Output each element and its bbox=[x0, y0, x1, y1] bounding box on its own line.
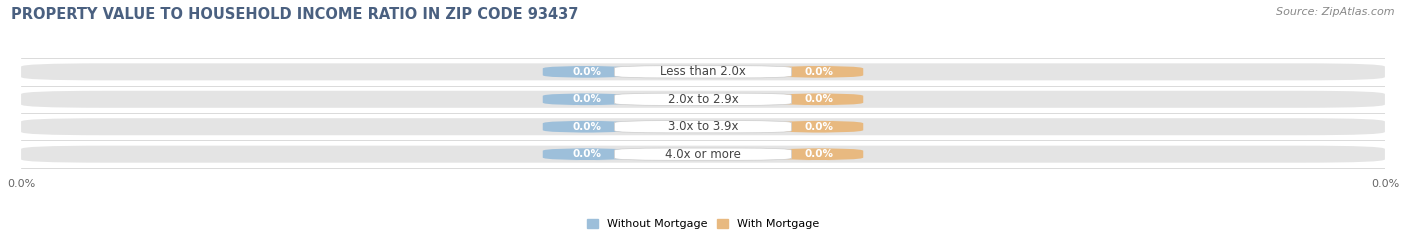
Text: 2.0x to 2.9x: 2.0x to 2.9x bbox=[668, 93, 738, 106]
FancyBboxPatch shape bbox=[614, 93, 792, 105]
Text: 0.0%: 0.0% bbox=[804, 122, 834, 132]
FancyBboxPatch shape bbox=[543, 66, 631, 78]
FancyBboxPatch shape bbox=[775, 148, 863, 160]
FancyBboxPatch shape bbox=[21, 63, 1385, 80]
Text: 0.0%: 0.0% bbox=[572, 67, 602, 77]
FancyBboxPatch shape bbox=[21, 91, 1385, 108]
Text: PROPERTY VALUE TO HOUSEHOLD INCOME RATIO IN ZIP CODE 93437: PROPERTY VALUE TO HOUSEHOLD INCOME RATIO… bbox=[11, 7, 579, 22]
FancyBboxPatch shape bbox=[775, 66, 863, 78]
Text: 0.0%: 0.0% bbox=[572, 149, 602, 159]
FancyBboxPatch shape bbox=[775, 93, 863, 105]
FancyBboxPatch shape bbox=[21, 146, 1385, 163]
Text: 0.0%: 0.0% bbox=[572, 122, 602, 132]
FancyBboxPatch shape bbox=[21, 118, 1385, 135]
Text: 0.0%: 0.0% bbox=[804, 94, 834, 104]
Text: 3.0x to 3.9x: 3.0x to 3.9x bbox=[668, 120, 738, 133]
FancyBboxPatch shape bbox=[543, 93, 631, 105]
FancyBboxPatch shape bbox=[543, 121, 631, 133]
Text: 0.0%: 0.0% bbox=[804, 67, 834, 77]
FancyBboxPatch shape bbox=[614, 66, 792, 78]
FancyBboxPatch shape bbox=[614, 148, 792, 160]
FancyBboxPatch shape bbox=[614, 121, 792, 133]
Legend: Without Mortgage, With Mortgage: Without Mortgage, With Mortgage bbox=[582, 214, 824, 233]
FancyBboxPatch shape bbox=[543, 148, 631, 160]
Text: Source: ZipAtlas.com: Source: ZipAtlas.com bbox=[1277, 7, 1395, 17]
Text: 0.0%: 0.0% bbox=[804, 149, 834, 159]
Text: 0.0%: 0.0% bbox=[572, 94, 602, 104]
FancyBboxPatch shape bbox=[775, 121, 863, 133]
Text: Less than 2.0x: Less than 2.0x bbox=[659, 65, 747, 78]
Text: 4.0x or more: 4.0x or more bbox=[665, 148, 741, 161]
